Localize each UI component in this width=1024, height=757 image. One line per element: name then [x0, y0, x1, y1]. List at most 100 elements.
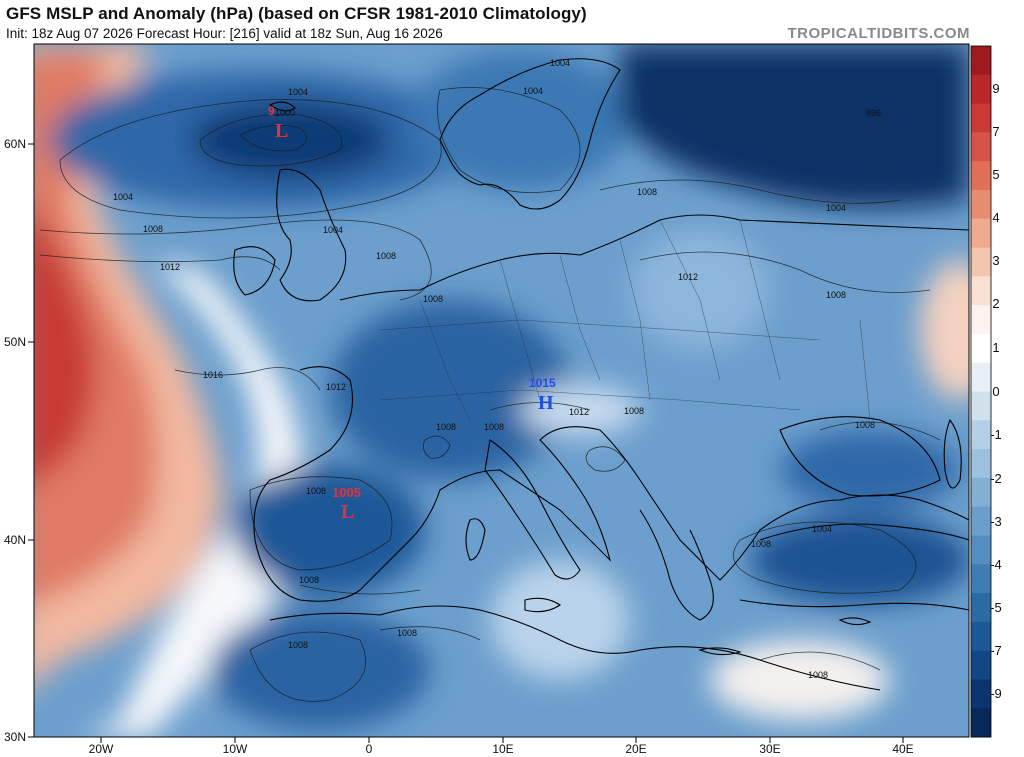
lat-label: 60N — [4, 137, 26, 151]
colorbar — [970, 45, 992, 738]
isobar-label: 1008 — [484, 422, 504, 432]
pressure-systems: 9 L 1005 L 1015 H — [268, 104, 556, 523]
colorbar-label: 9 — [992, 81, 999, 96]
colorbar-label: -9 — [990, 686, 1002, 701]
borders — [379, 219, 871, 421]
lat-label: 40N — [4, 533, 26, 547]
colorbar-swatch — [971, 564, 991, 594]
isobar-label: 1012 — [678, 272, 698, 282]
lon-label: 10W — [223, 742, 248, 756]
page-title: GFS MSLP and Anomaly (hPa) (based on CFS… — [6, 4, 587, 23]
colorbar-swatch — [971, 218, 991, 249]
high-value: 1015 — [529, 376, 556, 390]
colorbar-label: -3 — [990, 514, 1002, 529]
colorbar-swatch — [971, 621, 991, 652]
colorbar-swatch — [971, 305, 991, 335]
isobar-label: 996 — [866, 108, 881, 118]
isobar-label: 1008 — [751, 539, 771, 549]
lon-label: 20W — [89, 742, 114, 756]
colorbar-swatch — [971, 650, 991, 680]
isobar-labels: 1004 1004 1004 1000 1004 1008 1012 1004 … — [113, 58, 881, 680]
colorbar-swatch — [971, 132, 991, 162]
colorbar-label: -4 — [990, 557, 1002, 572]
lon-label: 30E — [759, 742, 780, 756]
graticule — [28, 143, 904, 743]
isobar-label: 1008 — [423, 294, 443, 304]
colorbar-label: 1 — [992, 340, 999, 355]
high-marker: H — [538, 392, 554, 414]
colorbar-swatch — [971, 74, 991, 105]
isobar-label: 1016 — [203, 370, 223, 380]
isobar-label: 1008 — [306, 486, 326, 496]
isobar-label: 1004 — [113, 192, 133, 202]
colorbar-swatch — [971, 46, 991, 76]
colorbar-label: 4 — [992, 210, 999, 225]
colorbar-label: 7 — [992, 124, 999, 139]
colorbar-label: -2 — [990, 471, 1002, 486]
colorbar-label: 2 — [992, 296, 999, 311]
colorbar-label: 5 — [992, 167, 999, 182]
isobar-label: 1008 — [376, 251, 396, 261]
colorbar-swatch — [971, 362, 991, 392]
anomaly-field — [34, 44, 969, 737]
isobar-label: 1008 — [397, 628, 417, 638]
colorbar-swatch — [971, 708, 991, 738]
low-marker: L — [341, 501, 354, 523]
isobar-label: 1008 — [637, 187, 657, 197]
colorbar-swatch — [971, 333, 991, 364]
lon-label: 40E — [892, 742, 913, 756]
colorbar-swatch — [971, 449, 991, 479]
isobar-label: 1008 — [299, 575, 319, 585]
isobar-label: 1008 — [624, 406, 644, 416]
colorbar-swatch — [971, 247, 991, 277]
colorbar-label: 0 — [992, 384, 999, 399]
colorbar-swatch — [971, 420, 991, 450]
isobar-label: 1004 — [826, 203, 846, 213]
colorbar-swatch — [971, 477, 991, 508]
isobar-label: 1008 — [436, 422, 456, 432]
init-info: Init: 18z Aug 07 2026 Forecast Hour: [21… — [6, 26, 443, 41]
lon-label: 20E — [625, 742, 646, 756]
isobar-label: 1012 — [569, 407, 589, 417]
axis-labels: 60N 50N 40N 30N 20W 10W 0 10E 20E 30E 40… — [4, 137, 914, 756]
isobar-label: 1008 — [855, 420, 875, 430]
isobar-label: 1000 — [275, 108, 295, 118]
colorbar-frame — [970, 45, 992, 738]
isobar-label: 1004 — [323, 225, 343, 235]
isobar-label: 1008 — [808, 670, 828, 680]
low-value: 9 — [268, 104, 275, 118]
isobars — [39, 87, 941, 702]
isobar-label: 1012 — [326, 382, 346, 392]
colorbar-swatch — [971, 276, 991, 306]
colorbar-swatch — [971, 189, 991, 220]
isobar-label: 1004 — [523, 86, 543, 96]
isobar-label: 1004 — [288, 87, 308, 97]
low-marker: L — [275, 120, 288, 142]
colorbar-swatch — [971, 103, 991, 133]
colorbar-swatch — [971, 535, 991, 565]
colorbar-swatch — [971, 506, 991, 536]
colorbar-label: -5 — [990, 600, 1002, 615]
isobar-label: 1008 — [143, 224, 163, 234]
colorbar-label: -7 — [990, 643, 1002, 658]
colorbar-swatch — [971, 391, 991, 421]
colorbar-label: 3 — [992, 253, 999, 268]
map-frame — [33, 43, 970, 738]
colorbar-swatch — [971, 679, 991, 709]
isobar-label: 1004 — [550, 58, 570, 68]
colorbar-swatch — [971, 593, 991, 623]
lat-label: 50N — [4, 335, 26, 349]
low-value: 1005 — [332, 485, 361, 500]
lon-label: 0 — [366, 742, 373, 756]
coastlines — [233, 58, 969, 691]
isobar-label: 1004 — [812, 524, 832, 534]
isobar-label: 1012 — [160, 262, 180, 272]
isobar-label: 1008 — [288, 640, 308, 650]
isobar-label: 1008 — [826, 290, 846, 300]
colorbar-label: -1 — [990, 427, 1002, 442]
colorbar-labels: 9 7 5 4 3 2 1 0 -1 -2 -3 -4 -5 -7 -9 — [990, 81, 1002, 701]
lat-label: 30N — [4, 730, 26, 744]
colorbar-swatch — [971, 161, 991, 191]
lon-label: 10E — [492, 742, 513, 756]
